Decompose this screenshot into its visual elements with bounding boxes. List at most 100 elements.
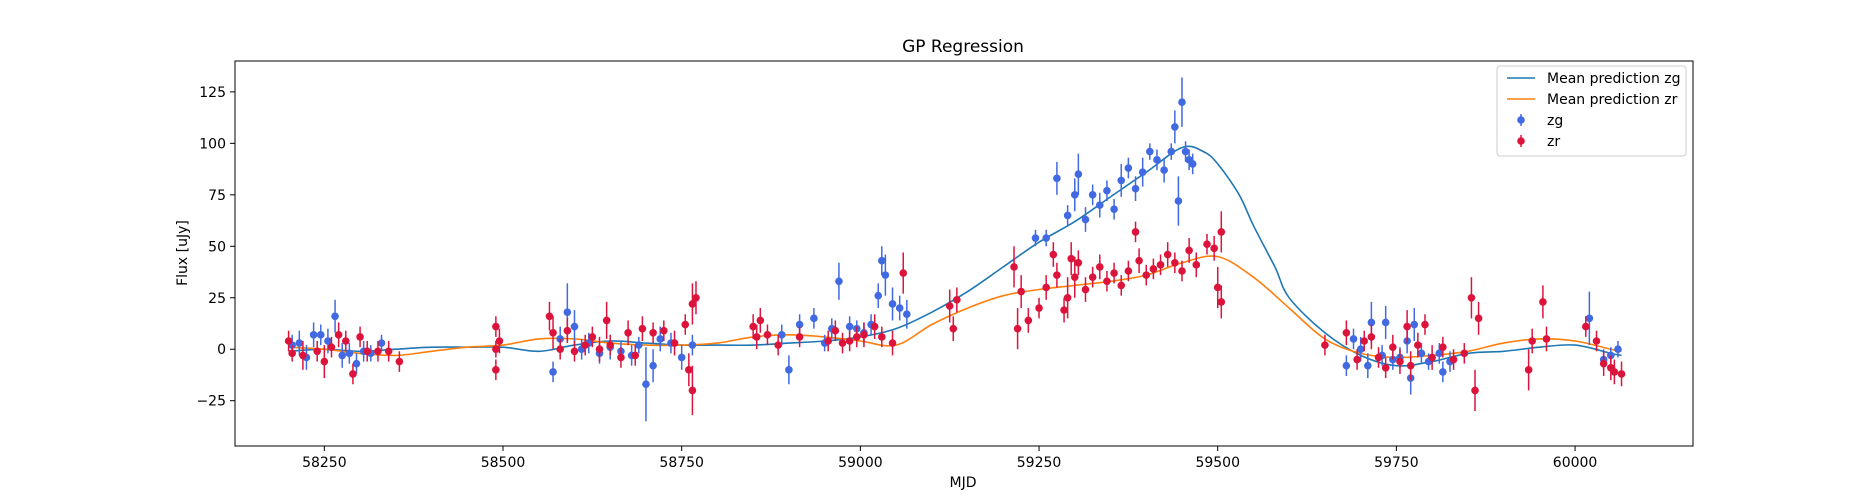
zg-data-point: [1160, 157, 1168, 183]
zr-data-point-marker: [1360, 337, 1369, 345]
zr-data-point: [1421, 314, 1429, 335]
zr-data-point-marker: [341, 337, 350, 345]
zg-data-point: [688, 334, 697, 356]
zr-data-point: [1414, 332, 1422, 358]
zr-data-point: [831, 320, 840, 341]
zr-data-point: [1460, 343, 1469, 364]
zr-data-point: [1396, 349, 1404, 374]
zr-data-point: [688, 365, 697, 416]
zg-data-point-marker: [1131, 184, 1140, 193]
zg-data-point-marker: [656, 335, 665, 343]
zr-data-point: [624, 320, 632, 346]
zr-data-point-marker: [1460, 349, 1469, 358]
zr-data-point: [949, 316, 958, 341]
zr-data-point-marker: [774, 341, 782, 349]
zg-data-point-marker: [1167, 147, 1176, 156]
data-points: [284, 77, 1626, 422]
chart-title: GP Regression: [902, 37, 1024, 57]
zg-data-point: [1188, 153, 1197, 175]
zg-data-point-marker: [777, 331, 786, 339]
zr-data-point: [1074, 250, 1083, 276]
zr-data-point-marker: [1474, 314, 1483, 323]
zr-data-point: [945, 289, 954, 323]
zg-data-point: [1081, 207, 1090, 232]
zr-data-point-marker: [692, 293, 700, 302]
zr-data-point-marker: [327, 343, 336, 351]
zr-data-point-marker: [1131, 228, 1140, 236]
zr-data-point: [1117, 275, 1126, 296]
zg-data-point-marker: [1160, 166, 1168, 174]
zr-data-point-marker: [1042, 283, 1050, 292]
zg-data-point-marker: [1031, 234, 1040, 242]
zg-data-point-marker: [874, 291, 883, 300]
zr-data-point: [1053, 262, 1061, 288]
y-tick-label: 100: [199, 136, 226, 152]
zr-data-point: [899, 252, 908, 294]
zr-data-point: [606, 334, 615, 356]
zg-data-point: [874, 283, 883, 309]
zr-data-point-marker: [374, 347, 382, 356]
zr-data-point-marker: [1321, 341, 1329, 349]
zg-data-point: [677, 345, 686, 370]
zg-data-point-marker: [1070, 191, 1079, 199]
zg-data-point: [1410, 308, 1419, 341]
zr-data-point-marker: [492, 322, 500, 331]
zg-data-point: [1053, 161, 1061, 195]
zr-data-point: [1124, 260, 1133, 282]
zr-data-point-marker: [1192, 261, 1201, 269]
zr-data-point-marker: [1539, 298, 1547, 306]
zr-data-point: [617, 347, 625, 368]
zr-data-point: [1035, 297, 1043, 319]
zr-data-point-marker: [581, 341, 590, 349]
zg-data-point-marker: [1417, 349, 1426, 358]
zr-data-point: [570, 341, 579, 362]
zr-data-point: [492, 316, 500, 337]
zr-data-point: [953, 287, 961, 313]
zr-data-point-marker: [1081, 285, 1090, 294]
zg-data-point: [642, 347, 650, 422]
zr-data-point: [313, 341, 321, 362]
zr-data-point: [1367, 324, 1376, 350]
zg-data-point-marker: [1342, 361, 1351, 370]
zg-data-point-marker: [377, 339, 386, 347]
zr-data-point-marker: [492, 345, 500, 354]
zr-data-point: [852, 326, 861, 348]
zr-data-point: [1439, 336, 1447, 358]
legend-marker-swatch: [1517, 137, 1525, 145]
zr-data-point-marker: [492, 366, 500, 374]
zg-data-point: [1181, 141, 1190, 162]
zr-data-point: [299, 341, 307, 370]
zr-data-point: [1467, 277, 1476, 319]
zr-data-point-marker: [1053, 271, 1061, 279]
zg-data-point: [903, 299, 911, 329]
zr-data-point-marker: [878, 333, 886, 341]
zr-data-point-marker: [949, 324, 958, 333]
zg-data-point: [549, 361, 557, 383]
zr-data-point-marker: [1599, 359, 1608, 368]
zr-data-point: [356, 326, 364, 348]
legend-label: Mean prediction zg: [1547, 71, 1681, 87]
zr-data-point-marker: [888, 339, 897, 347]
zr-data-point: [1353, 349, 1361, 370]
zg-data-point-marker: [1138, 168, 1147, 176]
zr-data-point: [1524, 349, 1533, 391]
zg-data-point: [1364, 353, 1372, 379]
zr-data-point: [878, 326, 886, 348]
zg-data-point-marker: [1153, 156, 1161, 164]
zr-data-point-marker: [334, 331, 343, 339]
zr-data-point-marker: [1063, 293, 1072, 302]
zr-data-point: [1610, 359, 1619, 385]
zr-data-point: [563, 318, 572, 344]
zg-data-point-marker: [570, 322, 579, 331]
zr-data-point-marker: [602, 316, 611, 325]
zr-data-point-marker: [1381, 363, 1390, 372]
zg-data-point: [1178, 77, 1186, 127]
zg-data-point-marker: [635, 341, 643, 349]
zr-data-point: [774, 334, 782, 356]
zr-data-point-marker: [831, 326, 840, 335]
zg-data-point-marker: [1367, 318, 1376, 327]
zr-data-point-marker: [1342, 328, 1351, 337]
zr-data-point: [588, 326, 597, 348]
plot-area: [234, 60, 1694, 447]
zr-data-point: [1542, 326, 1551, 352]
